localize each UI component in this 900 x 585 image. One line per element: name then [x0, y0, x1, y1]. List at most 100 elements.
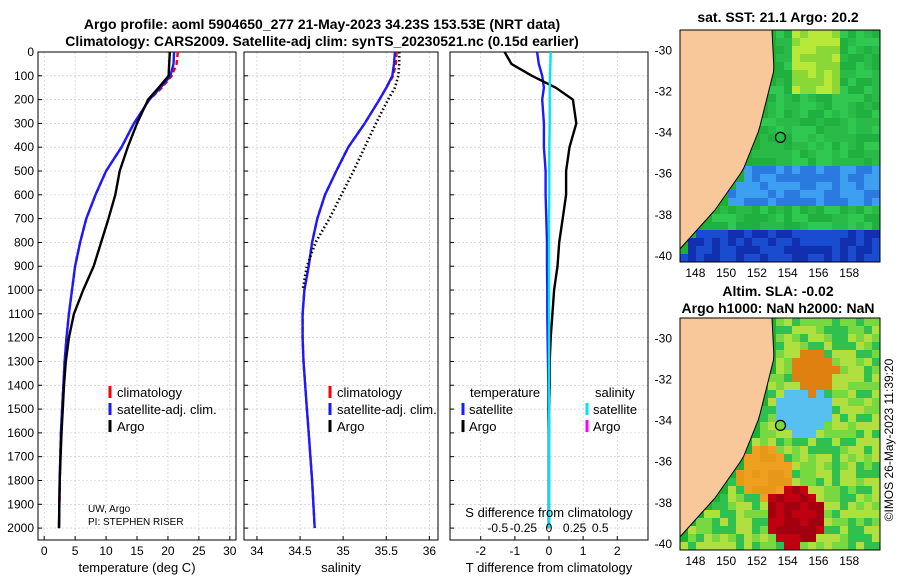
grid-cell — [800, 110, 808, 118]
grid-cell — [776, 454, 784, 462]
grid-cell — [736, 206, 744, 214]
grid-cell — [688, 542, 696, 550]
grid-cell — [816, 166, 824, 174]
grid-cell — [720, 518, 728, 526]
grid-cell — [808, 54, 816, 62]
grid-cell — [824, 246, 832, 254]
series-line-satellite-adj-clim- — [301, 51, 397, 529]
grid-cell — [800, 62, 808, 70]
grid-cell — [872, 102, 880, 110]
grid-cell — [864, 110, 872, 118]
grid-cell — [784, 62, 792, 70]
grid-cell — [768, 534, 776, 542]
grid-cell — [768, 126, 776, 134]
grid-cell — [696, 534, 704, 542]
grid-cell — [728, 214, 736, 222]
grid-cell — [784, 374, 792, 382]
grid-cell — [832, 54, 840, 62]
grid-cell — [840, 142, 848, 150]
grid-cell — [816, 342, 824, 350]
land-mass — [680, 30, 775, 262]
grid-cell — [824, 438, 832, 446]
grid-cell — [800, 102, 808, 110]
grid-cell — [680, 254, 688, 262]
grid-cell — [816, 78, 824, 86]
grid-cell — [872, 446, 880, 454]
grid-cell — [864, 406, 872, 414]
legend-label: Argo — [117, 419, 144, 434]
grid-cell — [752, 438, 760, 446]
grid-cell — [864, 390, 872, 398]
grid-cell — [864, 86, 872, 94]
grid-cell — [824, 38, 832, 46]
grid-cell — [808, 542, 816, 550]
grid-cell — [864, 358, 872, 366]
grid-cell — [800, 126, 808, 134]
grid-cell — [856, 526, 864, 534]
grid-cell — [728, 510, 736, 518]
grid-cell — [720, 222, 728, 230]
depth-tick-label: 1700 — [7, 450, 34, 464]
legend-label: Argo — [337, 419, 364, 434]
grid-cell — [856, 214, 864, 222]
grid-cell — [872, 518, 880, 526]
grid-cell — [760, 414, 768, 422]
grid-cell — [848, 510, 856, 518]
legend-label: climatology — [117, 385, 183, 400]
grid-cell — [864, 342, 872, 350]
grid-cell — [848, 198, 856, 206]
grid-cell — [808, 86, 816, 94]
grid-cell — [872, 342, 880, 350]
grid-cell — [816, 534, 824, 542]
grid-cell — [832, 118, 840, 126]
grid-cell — [704, 238, 712, 246]
grid-cell — [856, 446, 864, 454]
grid-cell — [816, 414, 824, 422]
grid-cell — [872, 510, 880, 518]
grid-cell — [824, 382, 832, 390]
grid-cell — [856, 326, 864, 334]
grid-cell — [768, 510, 776, 518]
grid-cell — [856, 198, 864, 206]
grid-cell — [800, 382, 808, 390]
grid-cell — [776, 30, 784, 38]
grid-cell — [792, 174, 800, 182]
grid-cell — [736, 470, 744, 478]
grid-cell — [744, 174, 752, 182]
grid-cell — [768, 374, 776, 382]
grid-cell — [872, 238, 880, 246]
grid-cell — [848, 342, 856, 350]
grid-cell — [712, 222, 720, 230]
grid-cell — [752, 518, 760, 526]
grid-cell — [824, 518, 832, 526]
grid-cell — [832, 534, 840, 542]
legend-label: climatology — [337, 385, 403, 400]
grid-cell — [848, 486, 856, 494]
grid-cell — [744, 510, 752, 518]
grid-cell — [752, 502, 760, 510]
grid-cell — [816, 38, 824, 46]
grid-cell — [784, 110, 792, 118]
x-tick-label: 25 — [192, 544, 206, 558]
grid-cell — [816, 102, 824, 110]
legend-label: satellite-adj. clim. — [337, 402, 437, 417]
lat-tick-label: -32 — [655, 85, 673, 99]
grid-cell — [856, 246, 864, 254]
grid-cell — [784, 398, 792, 406]
grid-cell — [816, 238, 824, 246]
grid-cell — [720, 502, 728, 510]
grid-cell — [872, 390, 880, 398]
grid-cell — [800, 174, 808, 182]
grid-cell — [856, 38, 864, 46]
grid-cell — [864, 438, 872, 446]
grid-cell — [800, 430, 808, 438]
grid-cell — [848, 46, 856, 54]
grid-cell — [872, 158, 880, 166]
grid-cell — [768, 494, 776, 502]
grid-cell — [728, 198, 736, 206]
figure-title-line1: Argo profile: aoml 5904650_277 21-May-20… — [84, 16, 560, 32]
grid-cell — [688, 254, 696, 262]
grid-cell — [768, 166, 776, 174]
grid-cell — [816, 30, 824, 38]
grid-cell — [832, 254, 840, 262]
